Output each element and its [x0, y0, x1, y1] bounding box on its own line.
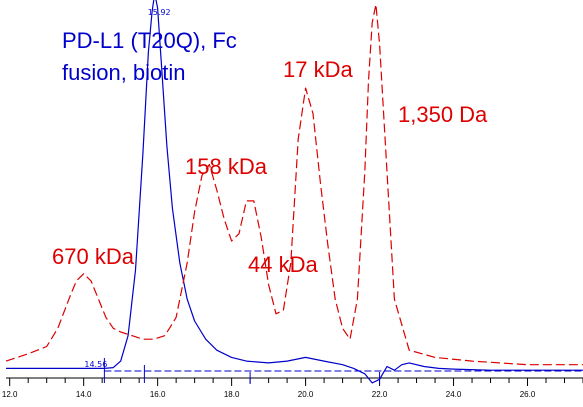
standard-peak-label: 1,350 Da — [398, 102, 488, 127]
x-tick-label: 24.0 — [446, 390, 462, 399]
chart-title-line-1: PD-L1 (T20Q), Fc — [62, 28, 237, 53]
x-tick-label: 18.0 — [224, 390, 240, 399]
standard-peak-label: 44 kDa — [248, 252, 318, 277]
x-axis: 12.0 14.0 16.0 18.0 20.0 22.0 24.0 26.0 — [2, 377, 583, 399]
x-tick-label: 20.0 — [298, 390, 314, 399]
x-tick-label: 26.0 — [520, 390, 536, 399]
standard-peak-label: 17 kDa — [283, 57, 353, 82]
x-tick-label: 14.0 — [76, 390, 92, 399]
peak-retention-label: 14.56 — [84, 360, 107, 369]
peak-retention-label: 15.92 — [148, 8, 171, 17]
series-group — [5, 0, 583, 384]
chart-title-line-2: fusion, biotin — [62, 60, 186, 85]
annotation-group: 15.92 14.56 670 kDa 158 kDa 44 kDa 17 kDa 1,35… — [52, 8, 488, 369]
series-line-2 — [5, 3, 583, 366]
x-tick-label: 16.0 — [150, 390, 166, 399]
chart-title: PD-L1 (T20Q), Fc fusion, biotin — [62, 28, 237, 85]
x-tick-label: 22.0 — [372, 390, 388, 399]
standard-peak-label: 670 kDa — [52, 244, 135, 269]
x-tick-label: 12.0 — [2, 390, 18, 399]
standard-peak-label: 158 kDa — [185, 154, 268, 179]
series-line-1 — [6, 0, 583, 384]
